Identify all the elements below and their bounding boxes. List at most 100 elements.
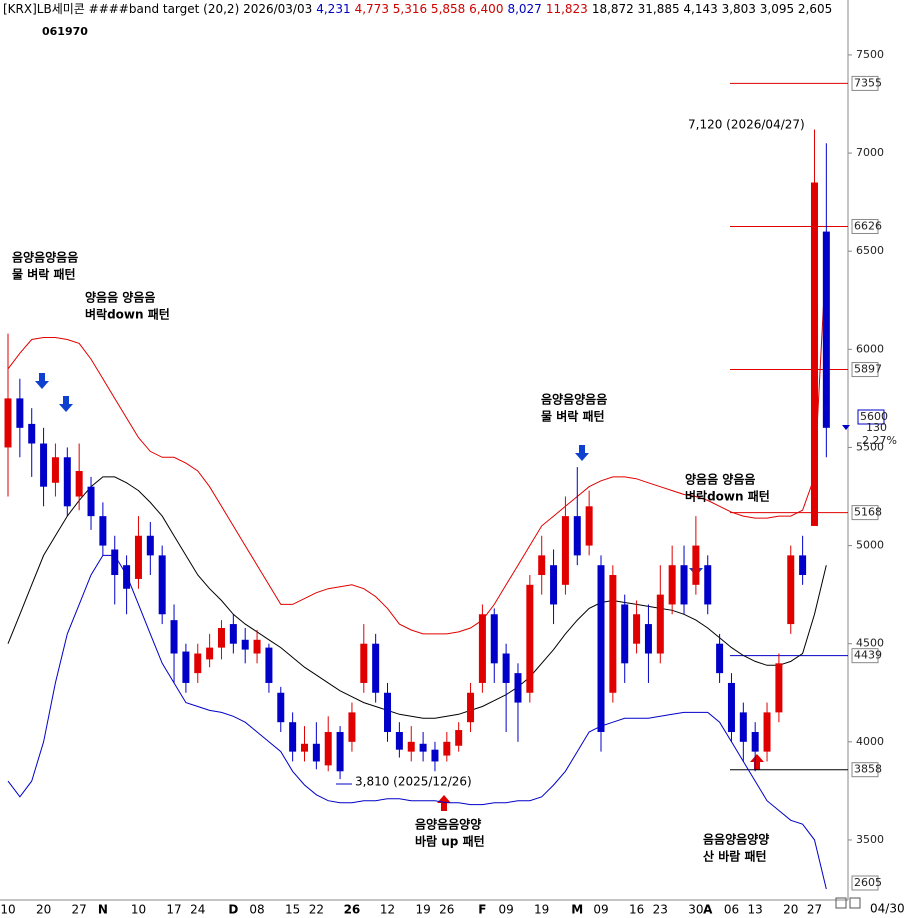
x-tick-label: 09 — [498, 903, 513, 917]
tool-icons[interactable] — [835, 897, 861, 909]
candle-body — [526, 584, 534, 693]
header-values: 18,872 31,885 4,143 3,803 3,095 2,605 — [592, 2, 832, 16]
y-tick-label: 4000 — [856, 735, 884, 748]
up-arrow — [437, 795, 451, 811]
x-tick-label: 10 — [131, 903, 146, 917]
candle-body — [75, 470, 83, 497]
candle-body — [87, 486, 95, 517]
candle-body — [431, 749, 439, 762]
y-tick-label: 7000 — [856, 146, 884, 159]
change-arrow — [842, 425, 850, 430]
pattern-annotation: 바람 up 패턴 — [415, 834, 485, 849]
marker-box — [851, 762, 879, 778]
x-tick-label: 16 — [629, 903, 644, 917]
header-values: 8,027 — [507, 2, 541, 16]
candle-body — [51, 457, 59, 483]
candle-body — [170, 620, 178, 654]
pattern-annotation: 음양음양음음 — [541, 392, 607, 407]
end-date: 04/30 — [870, 902, 905, 916]
header-values: 11,823 — [546, 2, 588, 16]
x-tick-label: 26 — [344, 903, 361, 917]
candle-body — [134, 535, 142, 579]
x-tick-label: 19 — [415, 903, 430, 917]
candle-body — [561, 516, 569, 585]
candle-body — [573, 516, 581, 556]
candle-body — [28, 423, 36, 444]
marker-label: 7355 — [854, 76, 882, 89]
candle-body — [194, 653, 202, 674]
marker-box — [851, 75, 879, 91]
x-tick-label: 27 — [807, 903, 822, 917]
candle-body — [550, 565, 558, 605]
pattern-annotation: 양음음 양음음 — [685, 472, 755, 487]
y-tick-label: 5000 — [856, 539, 884, 552]
candle-body — [810, 182, 818, 526]
candle-body — [158, 555, 166, 615]
candle-body — [692, 545, 700, 585]
candle-body — [609, 575, 617, 693]
candle-body — [621, 604, 629, 664]
candle-body — [455, 730, 463, 746]
candle-body — [799, 555, 807, 576]
down-arrow — [59, 396, 73, 412]
marker-box — [851, 218, 879, 234]
band-line — [7, 476, 827, 719]
pattern-annotation: 벼락down 패턴 — [85, 307, 170, 322]
band-line — [7, 251, 827, 635]
candle-body — [751, 732, 759, 752]
marker-label: 6626 — [854, 219, 882, 232]
candle-body — [182, 651, 190, 683]
candle-body — [348, 712, 356, 742]
pattern-annotation: 물 벼락 패턴 — [12, 267, 76, 282]
down-arrow — [35, 373, 49, 389]
candle-body — [502, 653, 510, 683]
candle-body — [585, 506, 593, 546]
y-tick-label: 3500 — [856, 833, 884, 846]
x-tick-label: 19 — [534, 903, 549, 917]
marker-box — [851, 505, 879, 521]
y-tick-label: 7500 — [856, 48, 884, 61]
marker-label: 4439 — [854, 649, 882, 662]
x-tick-label: 13 — [748, 903, 763, 917]
candle-body — [478, 614, 486, 683]
x-tick-label: 12 — [380, 903, 395, 917]
candle-body — [419, 743, 427, 752]
last-change: 130 — [866, 421, 887, 434]
low-note: 3,810 (2025/12/26) — [355, 775, 472, 789]
up-arrow — [750, 754, 764, 770]
candle-body — [372, 643, 380, 693]
y-tick-label: 6000 — [856, 342, 884, 355]
candle-body — [443, 741, 451, 756]
candle-body — [123, 565, 131, 589]
marker-label: 5168 — [854, 506, 882, 519]
header-values: 4,231 — [316, 2, 350, 16]
x-tick-label: M — [571, 903, 583, 917]
candle-body — [63, 457, 71, 507]
candle-body — [206, 647, 214, 660]
candle-body — [111, 549, 119, 576]
x-tick-label: 08 — [249, 903, 264, 917]
x-tick-label: 26 — [439, 903, 454, 917]
header-values: 4,773 5,316 5,858 6,400 — [355, 2, 504, 16]
candle-body — [597, 565, 605, 733]
x-tick-label: A — [703, 903, 713, 917]
x-tick-label: 23 — [653, 903, 668, 917]
candle-body — [241, 639, 249, 650]
candle-body — [265, 647, 273, 683]
candle-body — [467, 692, 475, 723]
candle-body — [775, 663, 783, 713]
x-tick-label: 22 — [309, 903, 324, 917]
candle-body — [739, 712, 747, 742]
candle-body — [395, 732, 403, 750]
x-tick-label: 20 — [783, 903, 798, 917]
candle-body — [680, 565, 688, 605]
header: [KRX]LB세미콘 ####band target (20,2) 2026/0… — [3, 2, 832, 16]
band-line — [7, 554, 827, 890]
candle-body — [301, 743, 308, 752]
y-tick-label: 6500 — [856, 244, 884, 257]
pattern-annotation: 벼락down 패턴 — [685, 489, 770, 504]
marker-box — [851, 648, 879, 664]
last-box — [857, 409, 885, 425]
bottom-label: 2605 — [854, 876, 882, 889]
